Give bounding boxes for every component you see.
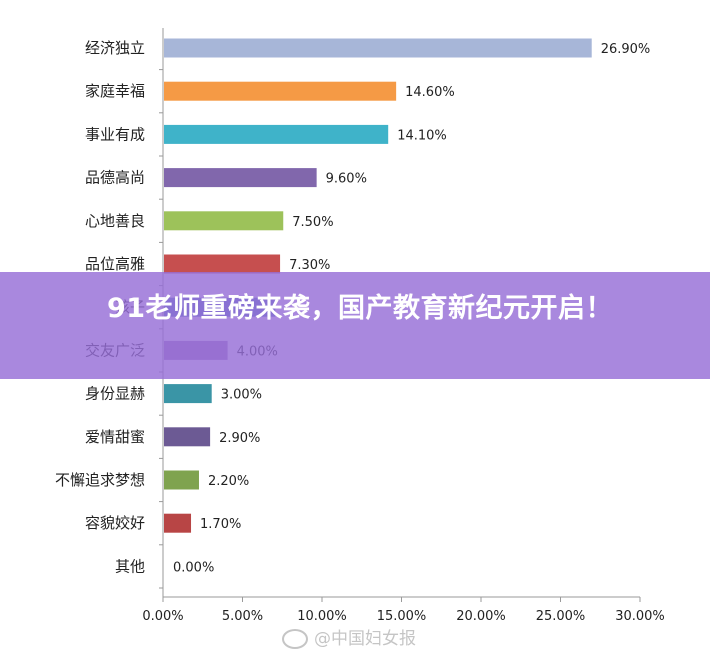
value-label: 26.90%	[601, 42, 651, 57]
bar	[164, 384, 212, 404]
value-label: 14.60%	[405, 85, 455, 100]
bar	[164, 470, 199, 490]
category-label: 事业有成	[85, 125, 145, 143]
weibo-icon	[282, 629, 308, 649]
bar	[164, 168, 317, 188]
bar	[164, 38, 592, 58]
bar	[164, 81, 397, 101]
x-tick-label: 25.00%	[536, 609, 586, 624]
value-label: 2.90%	[219, 431, 260, 446]
bar	[164, 124, 389, 144]
watermark: @中国妇女报	[282, 624, 416, 649]
bar	[164, 513, 192, 533]
value-label: 7.50%	[292, 215, 333, 230]
promo-banner-text[interactable]: 91老师重磅来袭，国产教育新纪元开启！	[106, 293, 614, 324]
x-tick-label: 5.00%	[222, 609, 263, 624]
watermark-text: @中国妇女报	[314, 629, 416, 649]
category-label: 不懈追求梦想	[55, 471, 145, 489]
bar	[164, 211, 284, 231]
category-label: 家庭幸福	[85, 82, 145, 100]
category-label: 品位高雅	[85, 255, 145, 273]
category-label: 经济独立	[85, 39, 145, 57]
x-tick-label: 30.00%	[615, 609, 665, 624]
value-label: 7.30%	[289, 258, 330, 273]
x-tick-label: 15.00%	[377, 609, 427, 624]
bar	[164, 427, 211, 447]
category-label: 其他	[115, 557, 145, 575]
x-tick-label: 20.00%	[456, 609, 506, 624]
category-label: 品德高尚	[85, 169, 145, 187]
value-label: 2.20%	[208, 474, 249, 489]
value-label: 0.00%	[173, 560, 214, 575]
x-tick-label: 10.00%	[297, 609, 347, 624]
value-label: 14.10%	[397, 128, 447, 143]
value-label: 3.00%	[221, 388, 262, 403]
promo-banner[interactable]	[0, 272, 710, 379]
bar	[164, 254, 281, 274]
category-label: 心地善良	[85, 212, 145, 230]
value-label: 9.60%	[326, 172, 367, 187]
value-label: 1.70%	[200, 517, 241, 532]
category-label: 身份显赫	[85, 385, 145, 403]
x-tick-label: 0.00%	[142, 609, 183, 624]
category-label: 爱情甜蜜	[85, 428, 145, 446]
category-label: 容貌姣好	[85, 514, 145, 532]
